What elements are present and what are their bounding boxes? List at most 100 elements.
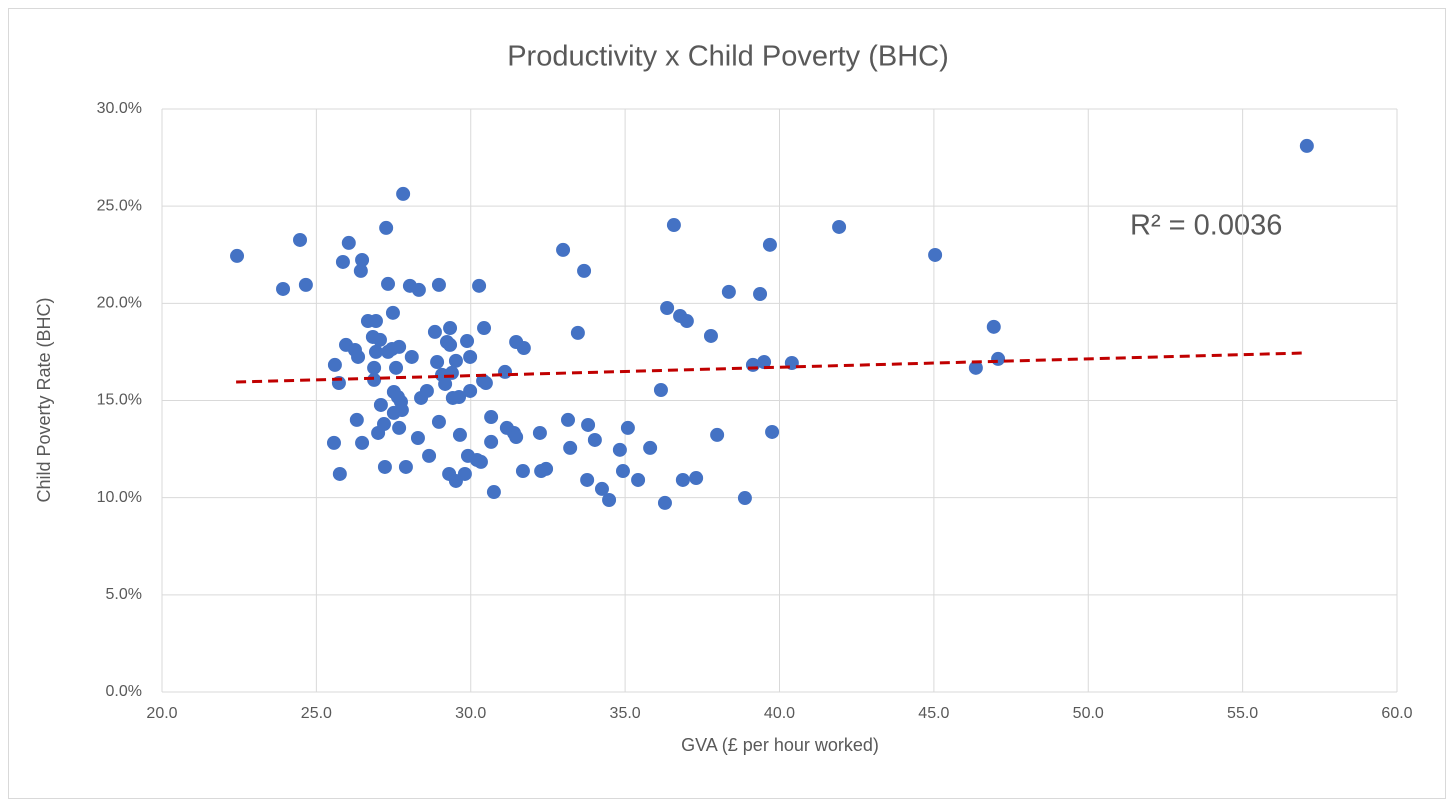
point: [516, 341, 531, 356]
point: [398, 459, 413, 474]
point: [666, 218, 681, 233]
point: [332, 466, 347, 481]
point: [653, 383, 668, 398]
point: [392, 339, 407, 354]
point: [443, 337, 458, 352]
point: [968, 360, 983, 375]
point: [335, 254, 350, 269]
point: [710, 427, 725, 442]
point: [757, 355, 772, 370]
point: [1299, 138, 1314, 153]
x-tick-label: 40.0: [764, 705, 795, 722]
point: [444, 365, 459, 380]
point: [396, 186, 411, 201]
point: [427, 324, 442, 339]
y-tick-label: 5.0%: [106, 586, 142, 603]
chart-title: Productivity x Child Poverty (BHC): [507, 41, 949, 73]
point: [392, 420, 407, 435]
x-tick-label: 25.0: [301, 705, 332, 722]
point: [377, 459, 392, 474]
point: [515, 464, 530, 479]
point: [367, 360, 382, 375]
point: [422, 448, 437, 463]
point: [293, 232, 308, 247]
point: [737, 491, 752, 506]
point: [389, 360, 404, 375]
x-tick-label: 55.0: [1227, 705, 1258, 722]
point: [411, 282, 426, 297]
point: [928, 247, 943, 262]
x-axis-label: GVA (£ per hour worked): [681, 735, 879, 755]
x-tick-label: 50.0: [1073, 705, 1104, 722]
point: [486, 485, 501, 500]
chart-frame: [8, 8, 1446, 799]
point: [991, 351, 1006, 366]
point: [394, 403, 409, 418]
y-tick-label: 15.0%: [97, 392, 142, 409]
point: [478, 376, 493, 391]
point: [539, 461, 554, 476]
point: [765, 424, 780, 439]
point: [498, 364, 513, 379]
point: [326, 435, 341, 450]
point: [430, 355, 445, 370]
point: [721, 284, 736, 299]
point: [431, 277, 446, 292]
point: [615, 464, 630, 479]
point: [349, 412, 364, 427]
point: [463, 349, 478, 364]
point: [327, 357, 342, 372]
trendline: [236, 351, 1308, 384]
point: [438, 376, 453, 391]
point: [762, 237, 777, 252]
point: [643, 440, 658, 455]
x-tick-label: 20.0: [146, 705, 177, 722]
point: [353, 263, 368, 278]
point: [602, 492, 617, 507]
point: [381, 276, 396, 291]
x-tick-label: 30.0: [455, 705, 486, 722]
point: [832, 219, 847, 234]
point: [355, 435, 370, 450]
y-tick-label: 0.0%: [106, 683, 142, 700]
x-tick-label: 35.0: [610, 705, 641, 722]
point: [379, 220, 394, 235]
point: [689, 471, 704, 486]
y-axis-label: Child Poverty Rate (BHC): [34, 297, 54, 502]
point: [477, 321, 492, 336]
point: [419, 383, 434, 398]
r-squared-annotation: R² = 0.0036: [1130, 210, 1282, 242]
point: [561, 412, 576, 427]
point: [410, 431, 425, 446]
point: [577, 263, 592, 278]
point: [473, 454, 488, 469]
point: [620, 420, 635, 435]
y-tick-label: 25.0%: [97, 197, 142, 214]
point: [563, 440, 578, 455]
x-tick-label: 45.0: [918, 705, 949, 722]
point: [367, 372, 382, 387]
point: [230, 248, 245, 263]
point: [484, 410, 499, 425]
point: [484, 434, 499, 449]
point: [580, 472, 595, 487]
point: [594, 481, 609, 496]
point: [556, 242, 571, 257]
point: [373, 397, 388, 412]
point: [509, 430, 524, 445]
x-tick-label: 60.0: [1381, 705, 1412, 722]
point: [448, 353, 463, 368]
point: [443, 321, 458, 336]
point: [703, 328, 718, 343]
point: [631, 472, 646, 487]
y-tick-label: 20.0%: [97, 295, 142, 312]
y-tick-label: 10.0%: [97, 489, 142, 506]
point: [679, 314, 694, 329]
point: [368, 314, 383, 329]
point: [452, 427, 467, 442]
point: [986, 319, 1001, 334]
point: [612, 442, 627, 457]
point: [532, 425, 547, 440]
